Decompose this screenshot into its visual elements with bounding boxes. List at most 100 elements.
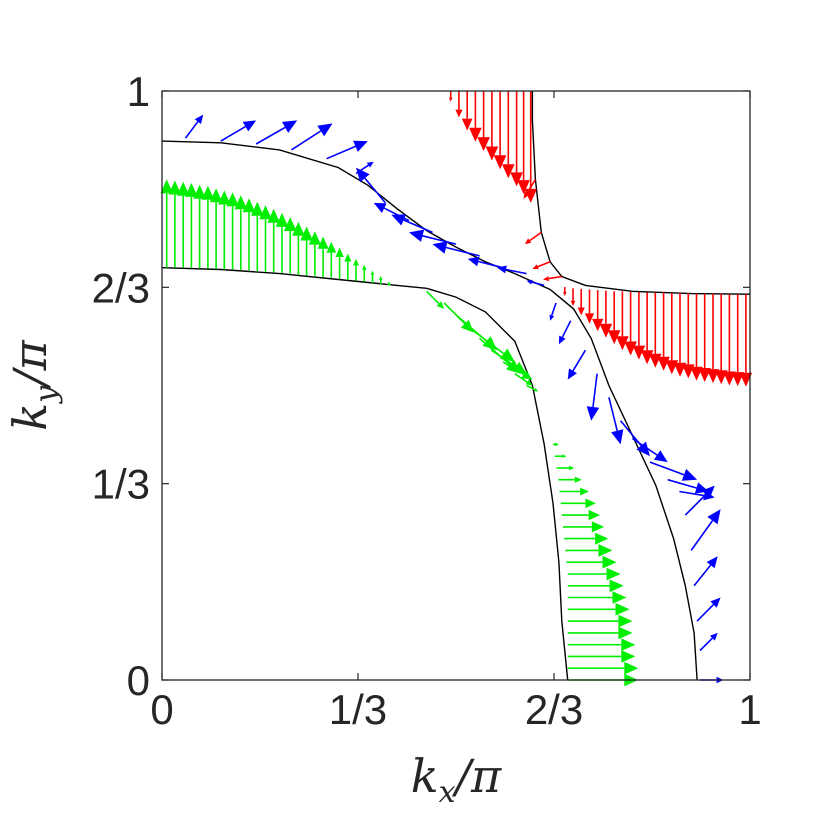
red-arrow [510, 91, 523, 187]
red-arrow [461, 91, 473, 131]
green-arrow [160, 179, 173, 268]
green-arrow [560, 498, 596, 509]
x-tick-label: 0 [150, 686, 173, 733]
red-arrow [592, 290, 604, 332]
red-arrow [577, 288, 585, 316]
red-arrow [448, 91, 453, 102]
vector-arrows [160, 91, 753, 687]
red-arrow [584, 289, 595, 324]
green-arrow [242, 198, 256, 271]
blue-arrow [391, 214, 433, 234]
green-arrow [317, 236, 329, 278]
red-arrow [455, 91, 463, 118]
green-arrow [353, 258, 359, 281]
green-arrow [259, 205, 272, 272]
green-arrow [567, 603, 630, 616]
blue-arrow [699, 632, 718, 652]
blue-arrow [696, 597, 721, 622]
blue-arrow [526, 279, 545, 287]
green-arrow [370, 270, 375, 283]
green-arrow [566, 555, 617, 569]
blue-arrow [631, 437, 668, 463]
red-arrow [739, 294, 753, 387]
green-arrow [378, 275, 383, 285]
green-arrow [526, 384, 539, 392]
blue-arrow [373, 202, 410, 222]
blue-arrow [409, 229, 457, 245]
green-arrow [176, 181, 190, 268]
red-arrow [624, 291, 637, 356]
y-axis-label: ky/π [3, 339, 64, 430]
green-arrow [567, 579, 624, 593]
red-arrow [502, 91, 515, 179]
green-arrow [556, 465, 575, 471]
blue-arrow [586, 373, 600, 421]
blue-arrow [649, 461, 698, 481]
blue-arrow [467, 256, 504, 269]
blue-arrow [690, 509, 721, 551]
red-arrow [570, 288, 576, 306]
green-arrow [335, 247, 344, 279]
x-tick-label: 1/3 [329, 686, 387, 733]
red-arrow [616, 291, 629, 351]
y-tick-label: 1 [127, 68, 150, 115]
green-arrow [559, 487, 589, 496]
green-arrow [563, 521, 605, 533]
red-arrow [477, 91, 490, 152]
green-arrow [514, 373, 533, 386]
green-arrow [387, 281, 391, 286]
green-arrow [193, 184, 206, 269]
contour-inner [161, 267, 569, 681]
green-arrow [292, 221, 305, 275]
red-arrow [493, 91, 507, 170]
axis-ticks: 0 1/3 2/3 1 0 1/3 2/3 1 [92, 68, 762, 733]
red-arrow [524, 231, 542, 245]
green-arrow [326, 241, 337, 278]
green-arrow [567, 591, 627, 604]
blue-arrow [549, 302, 557, 321]
red-arrow [543, 275, 562, 282]
green-arrow [201, 185, 215, 269]
blue-arrow [356, 167, 387, 204]
red-arrow [563, 287, 567, 296]
red-arrow [599, 290, 613, 338]
green-arrow [565, 544, 613, 557]
x-tick-label: 1 [738, 686, 761, 733]
contour-red-corner [531, 91, 751, 295]
blue-arrow [497, 265, 527, 275]
green-arrow [567, 614, 633, 628]
green-arrow [218, 190, 231, 270]
green-arrow [226, 192, 239, 270]
green-arrow [502, 361, 533, 380]
green-arrow [567, 567, 621, 581]
green-arrow [308, 231, 321, 276]
x-axis-label: kx/π [411, 749, 502, 810]
plot-background [162, 91, 750, 680]
blue-arrow [558, 320, 572, 345]
blue-arrow [184, 114, 204, 139]
red-arrow [532, 261, 551, 270]
y-tick-label: 2/3 [92, 264, 150, 311]
green-arrow [561, 509, 601, 521]
red-arrow [731, 294, 744, 387]
blue-arrow [255, 120, 298, 145]
green-arrow [209, 188, 223, 269]
blue-arrow [684, 485, 715, 516]
blue-arrow [693, 556, 718, 587]
blue-arrow [290, 123, 333, 151]
axes-box [161, 90, 751, 681]
green-arrow [553, 442, 559, 447]
green-arrow [554, 454, 567, 458]
green-arrow [564, 532, 609, 545]
blue-arrow [608, 397, 624, 445]
red-arrow [485, 91, 499, 161]
red-arrow [523, 178, 537, 199]
red-arrow [723, 294, 736, 386]
green-arrow [185, 182, 198, 268]
red-arrow [607, 291, 621, 345]
y-tick-label: 1/3 [92, 461, 150, 508]
red-arrow [469, 91, 482, 142]
green-arrow [567, 638, 636, 651]
green-arrow [267, 208, 280, 273]
